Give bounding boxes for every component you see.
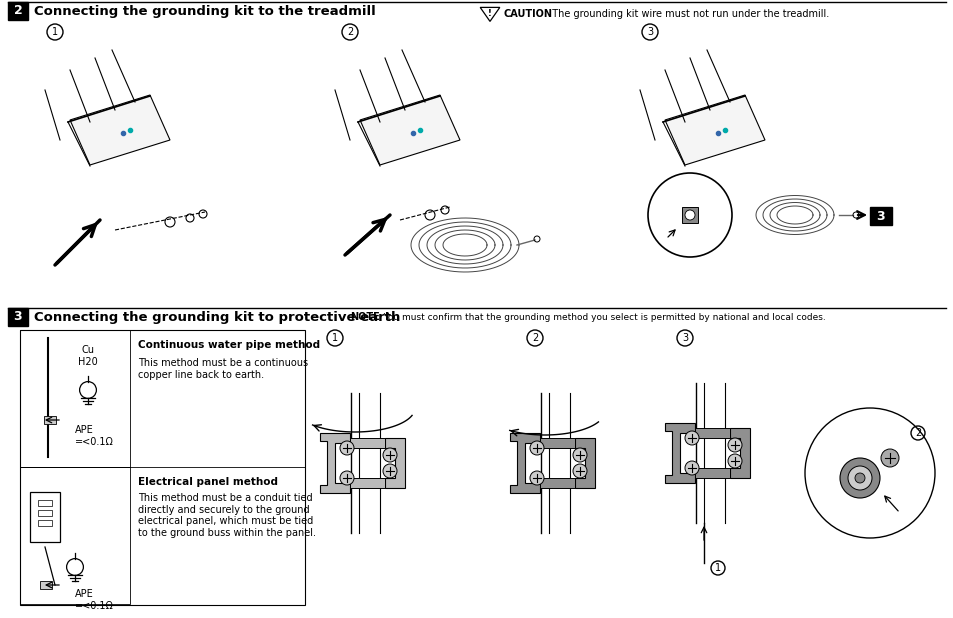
Circle shape bbox=[847, 466, 871, 490]
Text: Connecting the grounding kit to protective earth: Connecting the grounding kit to protecti… bbox=[34, 310, 400, 323]
Circle shape bbox=[854, 473, 864, 483]
Bar bbox=[30, 492, 60, 542]
Circle shape bbox=[727, 454, 741, 468]
Text: 3: 3 bbox=[681, 333, 687, 343]
Bar bbox=[869, 207, 891, 225]
Text: 3: 3 bbox=[13, 310, 22, 323]
Text: 3: 3 bbox=[646, 27, 653, 37]
Text: 2: 2 bbox=[13, 4, 22, 17]
Polygon shape bbox=[664, 95, 764, 165]
Polygon shape bbox=[510, 433, 539, 493]
Text: 2: 2 bbox=[914, 428, 921, 438]
Text: APE
=<0.1Ω: APE =<0.1Ω bbox=[75, 589, 113, 611]
Text: Cu
H20: Cu H20 bbox=[78, 345, 98, 366]
Bar bbox=[8, 308, 28, 326]
Circle shape bbox=[804, 408, 934, 538]
Polygon shape bbox=[350, 438, 385, 448]
Circle shape bbox=[647, 173, 731, 257]
Bar bbox=[8, 2, 28, 20]
Text: CAUTION: CAUTION bbox=[503, 9, 553, 19]
Bar bbox=[38, 500, 52, 506]
Bar bbox=[38, 510, 52, 516]
Text: This method must be a conduit tied
directly and securely to the ground
electrica: This method must be a conduit tied direc… bbox=[138, 493, 315, 538]
Text: Electrical panel method: Electrical panel method bbox=[138, 477, 277, 487]
Circle shape bbox=[727, 438, 741, 452]
Bar bbox=[20, 330, 305, 605]
Text: 2: 2 bbox=[347, 27, 353, 37]
Text: Connecting the grounding kit to the treadmill: Connecting the grounding kit to the trea… bbox=[34, 4, 375, 17]
Polygon shape bbox=[575, 438, 595, 488]
Bar bbox=[44, 416, 56, 424]
Text: The grounding kit wire must not run under the treadmill.: The grounding kit wire must not run unde… bbox=[545, 9, 828, 19]
Circle shape bbox=[339, 471, 354, 485]
Polygon shape bbox=[350, 478, 385, 488]
Text: This method must be a continuous
copper line back to earth.: This method must be a continuous copper … bbox=[138, 358, 308, 379]
Circle shape bbox=[530, 441, 543, 455]
Text: APE
=<0.1Ω: APE =<0.1Ω bbox=[75, 425, 113, 447]
Text: 1: 1 bbox=[714, 563, 720, 573]
Text: NOTE: NOTE bbox=[350, 312, 379, 322]
Circle shape bbox=[684, 461, 699, 475]
Polygon shape bbox=[539, 478, 575, 488]
Text: 1: 1 bbox=[332, 333, 337, 343]
Polygon shape bbox=[695, 428, 729, 438]
Text: !: ! bbox=[488, 9, 492, 19]
Polygon shape bbox=[70, 95, 170, 165]
Text: You must confirm that the grounding method you select is permitted by national a: You must confirm that the grounding meth… bbox=[377, 313, 825, 321]
Text: 1: 1 bbox=[51, 27, 58, 37]
Circle shape bbox=[382, 464, 396, 478]
Circle shape bbox=[382, 448, 396, 462]
Circle shape bbox=[684, 431, 699, 445]
Circle shape bbox=[880, 449, 898, 467]
Bar bbox=[40, 581, 52, 589]
Circle shape bbox=[684, 210, 695, 220]
Text: 2: 2 bbox=[532, 333, 537, 343]
Polygon shape bbox=[319, 433, 350, 493]
Text: 3: 3 bbox=[876, 210, 884, 222]
Bar bbox=[38, 520, 52, 526]
Polygon shape bbox=[359, 95, 459, 165]
Polygon shape bbox=[695, 468, 729, 478]
Circle shape bbox=[573, 448, 586, 462]
Circle shape bbox=[573, 464, 586, 478]
Polygon shape bbox=[681, 207, 698, 223]
Polygon shape bbox=[664, 423, 695, 483]
Bar bbox=[20, 467, 130, 604]
Bar bbox=[20, 330, 130, 467]
Circle shape bbox=[339, 441, 354, 455]
Polygon shape bbox=[729, 428, 749, 478]
Circle shape bbox=[840, 458, 879, 498]
Circle shape bbox=[530, 471, 543, 485]
Text: Continuous water pipe method: Continuous water pipe method bbox=[138, 340, 320, 350]
Polygon shape bbox=[539, 438, 575, 448]
Polygon shape bbox=[385, 438, 405, 488]
